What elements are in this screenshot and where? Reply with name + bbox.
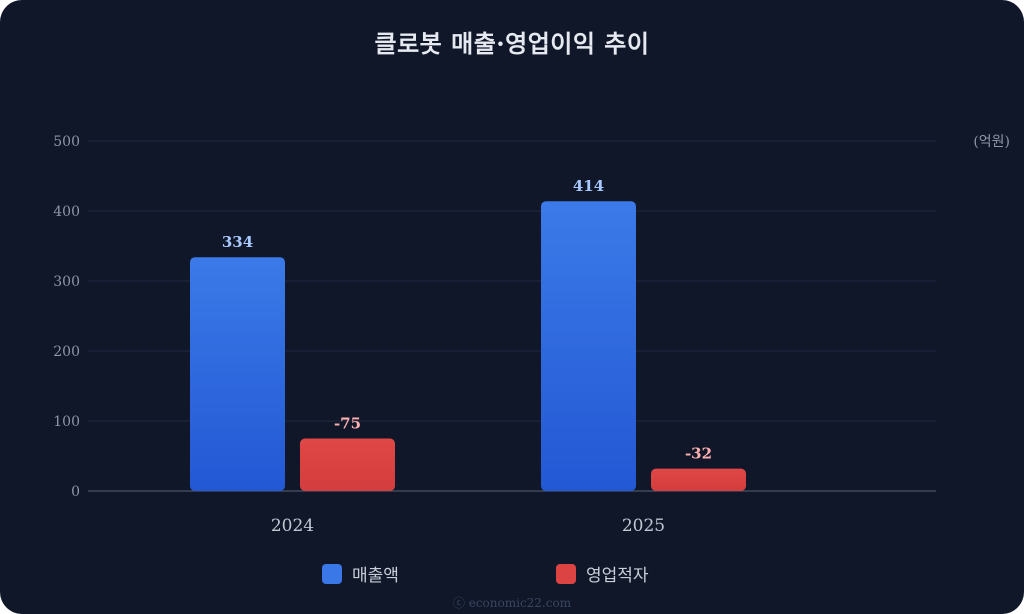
legend-swatch-revenue — [322, 563, 342, 584]
bar-operating-loss-2025[interactable] — [651, 468, 746, 491]
legend-item-operating-loss[interactable]: 영업적자 — [556, 561, 649, 586]
data-label-revenue-2024: 334 — [222, 233, 253, 251]
bar-operating-loss-2024[interactable] — [300, 438, 395, 492]
x-tick-label: 2025 — [622, 516, 665, 536]
chart-title: 클로봇 매출·영업이익 추이 — [374, 29, 650, 58]
unit-label: (억원) — [973, 134, 1010, 150]
y-tick-label: 300 — [53, 274, 80, 290]
legend-label-revenue: 매출액 — [352, 566, 399, 586]
footer-credit: ⓒ economic22.com — [452, 596, 572, 610]
y-axis-ticks: 0 100 200 300 400 500 — [53, 134, 80, 500]
bar-revenue-2024[interactable] — [190, 257, 285, 491]
y-tick-label: 100 — [53, 414, 80, 430]
data-labels: 334 -75 414 -32 — [222, 177, 712, 462]
y-tick-label: 400 — [53, 204, 80, 220]
legend-item-revenue[interactable]: 매출액 — [322, 561, 399, 586]
x-axis-ticks: 2024 2025 — [271, 516, 665, 536]
data-label-operating-loss-2025: -32 — [685, 445, 712, 463]
legend-swatch-operating-loss — [556, 563, 576, 584]
bars — [190, 201, 746, 491]
x-tick-label: 2024 — [271, 516, 314, 536]
y-tick-label: 500 — [53, 134, 80, 150]
y-tick-label: 200 — [53, 344, 80, 360]
legend-label-operating-loss: 영업적자 — [586, 566, 649, 586]
data-label-revenue-2025: 414 — [573, 177, 604, 195]
data-label-operating-loss-2024: -75 — [334, 415, 361, 433]
bar-revenue-2025[interactable] — [541, 201, 636, 491]
legend: 매출액 영업적자 — [0, 561, 1024, 586]
y-tick-label: 0 — [71, 484, 80, 500]
